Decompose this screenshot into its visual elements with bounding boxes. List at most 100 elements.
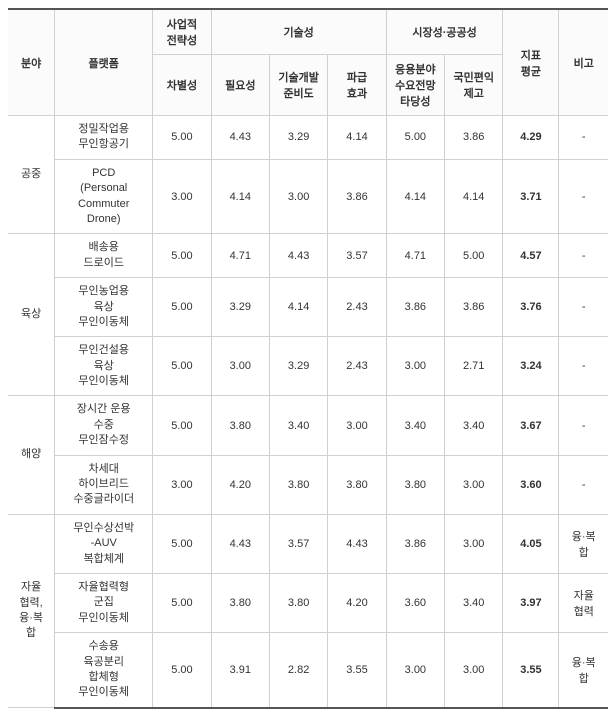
category-cell: 해양 <box>8 396 55 514</box>
value-cell: 3.29 <box>211 278 269 337</box>
value-cell: 5.00 <box>153 633 211 708</box>
table-row: PCD(PersonalCommuterDrone)3.004.143.003.… <box>8 159 608 234</box>
note-cell: - <box>559 278 608 337</box>
value-cell: 3.00 <box>153 159 211 234</box>
value-cell: 5.00 <box>153 573 211 632</box>
value-cell: 3.40 <box>445 573 503 632</box>
value-cell: 3.86 <box>445 278 503 337</box>
avg-cell: 3.55 <box>503 633 559 708</box>
value-cell: 3.40 <box>386 396 444 455</box>
avg-cell: 3.97 <box>503 573 559 632</box>
value-cell: 3.80 <box>211 396 269 455</box>
value-cell: 2.82 <box>269 633 327 708</box>
table-row: 무인건설용육상무인이동체5.003.003.292.433.002.713.24… <box>8 337 608 396</box>
value-cell: 3.00 <box>386 337 444 396</box>
note-cell: - <box>559 116 608 160</box>
platform-cell: 자율협력형군집무인이동체 <box>55 573 153 632</box>
table-row: 육상배송용드로이드5.004.714.433.574.715.004.57- <box>8 234 608 278</box>
category-cell: 자율협력,융·복합 <box>8 514 55 707</box>
value-cell: 2.43 <box>328 278 386 337</box>
note-cell: 융·복합 <box>559 514 608 573</box>
value-cell: 5.00 <box>153 337 211 396</box>
value-cell: 5.00 <box>445 234 503 278</box>
value-cell: 3.86 <box>386 278 444 337</box>
value-cell: 3.80 <box>211 573 269 632</box>
platform-cell: 무인수상선박-AUV복합체계 <box>55 514 153 573</box>
value-cell: 3.80 <box>328 455 386 514</box>
avg-cell: 3.67 <box>503 396 559 455</box>
th-division: 분야 <box>8 9 55 116</box>
value-cell: 3.55 <box>328 633 386 708</box>
note-cell: - <box>559 455 608 514</box>
avg-cell: 3.24 <box>503 337 559 396</box>
platform-cell: PCD(PersonalCommuterDrone) <box>55 159 153 234</box>
th-public: 국민편익제고 <box>445 55 503 116</box>
value-cell: 2.43 <box>328 337 386 396</box>
value-cell: 3.80 <box>269 455 327 514</box>
value-cell: 3.60 <box>386 573 444 632</box>
avg-cell: 3.76 <box>503 278 559 337</box>
value-cell: 3.29 <box>269 116 327 160</box>
value-cell: 3.91 <box>211 633 269 708</box>
value-cell: 4.14 <box>328 116 386 160</box>
value-cell: 4.43 <box>211 116 269 160</box>
th-business: 사업적전략성 <box>153 9 211 55</box>
value-cell: 3.00 <box>211 337 269 396</box>
note-cell: - <box>559 337 608 396</box>
value-cell: 5.00 <box>153 396 211 455</box>
platform-cell: 무인건설용육상무인이동체 <box>55 337 153 396</box>
th-note: 비고 <box>559 9 608 116</box>
avg-cell: 4.05 <box>503 514 559 573</box>
value-cell: 4.43 <box>211 514 269 573</box>
th-demand: 응용분야수요전망타당성 <box>386 55 444 116</box>
value-cell: 3.00 <box>153 455 211 514</box>
table-row: 무인농업용육상무인이동체5.003.294.142.433.863.863.76… <box>8 278 608 337</box>
value-cell: 3.00 <box>445 514 503 573</box>
value-cell: 3.00 <box>386 633 444 708</box>
category-cell: 육상 <box>8 234 55 396</box>
value-cell: 3.57 <box>269 514 327 573</box>
value-cell: 3.86 <box>328 159 386 234</box>
table-row: 차세대하이브리드수중글라이더3.004.203.803.803.803.003.… <box>8 455 608 514</box>
value-cell: 3.00 <box>269 159 327 234</box>
platform-cell: 정밀작업용무인항공기 <box>55 116 153 160</box>
value-cell: 4.14 <box>269 278 327 337</box>
th-avg: 지표평균 <box>503 9 559 116</box>
value-cell: 4.14 <box>211 159 269 234</box>
th-market: 시장성·공공성 <box>386 9 503 55</box>
th-tech: 기술성 <box>211 9 386 55</box>
value-cell: 3.80 <box>269 573 327 632</box>
note-cell: - <box>559 234 608 278</box>
value-cell: 5.00 <box>153 278 211 337</box>
value-cell: 4.20 <box>328 573 386 632</box>
platform-cell: 무인농업용육상무인이동체 <box>55 278 153 337</box>
value-cell: 4.71 <box>386 234 444 278</box>
value-cell: 4.20 <box>211 455 269 514</box>
value-cell: 3.40 <box>269 396 327 455</box>
th-platform: 플랫폼 <box>55 9 153 116</box>
platform-cell: 차세대하이브리드수중글라이더 <box>55 455 153 514</box>
value-cell: 3.57 <box>328 234 386 278</box>
th-spread: 파급효과 <box>328 55 386 116</box>
note-cell: - <box>559 396 608 455</box>
value-cell: 3.40 <box>445 396 503 455</box>
th-readiness: 기술개발준비도 <box>269 55 327 116</box>
value-cell: 3.86 <box>445 116 503 160</box>
avg-cell: 4.57 <box>503 234 559 278</box>
table-row: 공중정밀작업용무인항공기5.004.433.294.145.003.864.29… <box>8 116 608 160</box>
value-cell: 4.43 <box>269 234 327 278</box>
note-cell: 자율협력 <box>559 573 608 632</box>
table-row: 수송용육공분리합체형무인이동체5.003.912.823.553.003.003… <box>8 633 608 708</box>
platform-cell: 배송용드로이드 <box>55 234 153 278</box>
table-row: 자율협력,융·복합무인수상선박-AUV복합체계5.004.433.574.433… <box>8 514 608 573</box>
table-row: 해양장시간 운용수중무인잠수정5.003.803.403.003.403.403… <box>8 396 608 455</box>
value-cell: 5.00 <box>386 116 444 160</box>
value-cell: 5.00 <box>153 234 211 278</box>
value-cell: 4.71 <box>211 234 269 278</box>
value-cell: 4.43 <box>328 514 386 573</box>
note-cell: - <box>559 159 608 234</box>
value-cell: 3.00 <box>445 455 503 514</box>
value-cell: 3.29 <box>269 337 327 396</box>
value-cell: 3.86 <box>386 514 444 573</box>
value-cell: 4.14 <box>445 159 503 234</box>
